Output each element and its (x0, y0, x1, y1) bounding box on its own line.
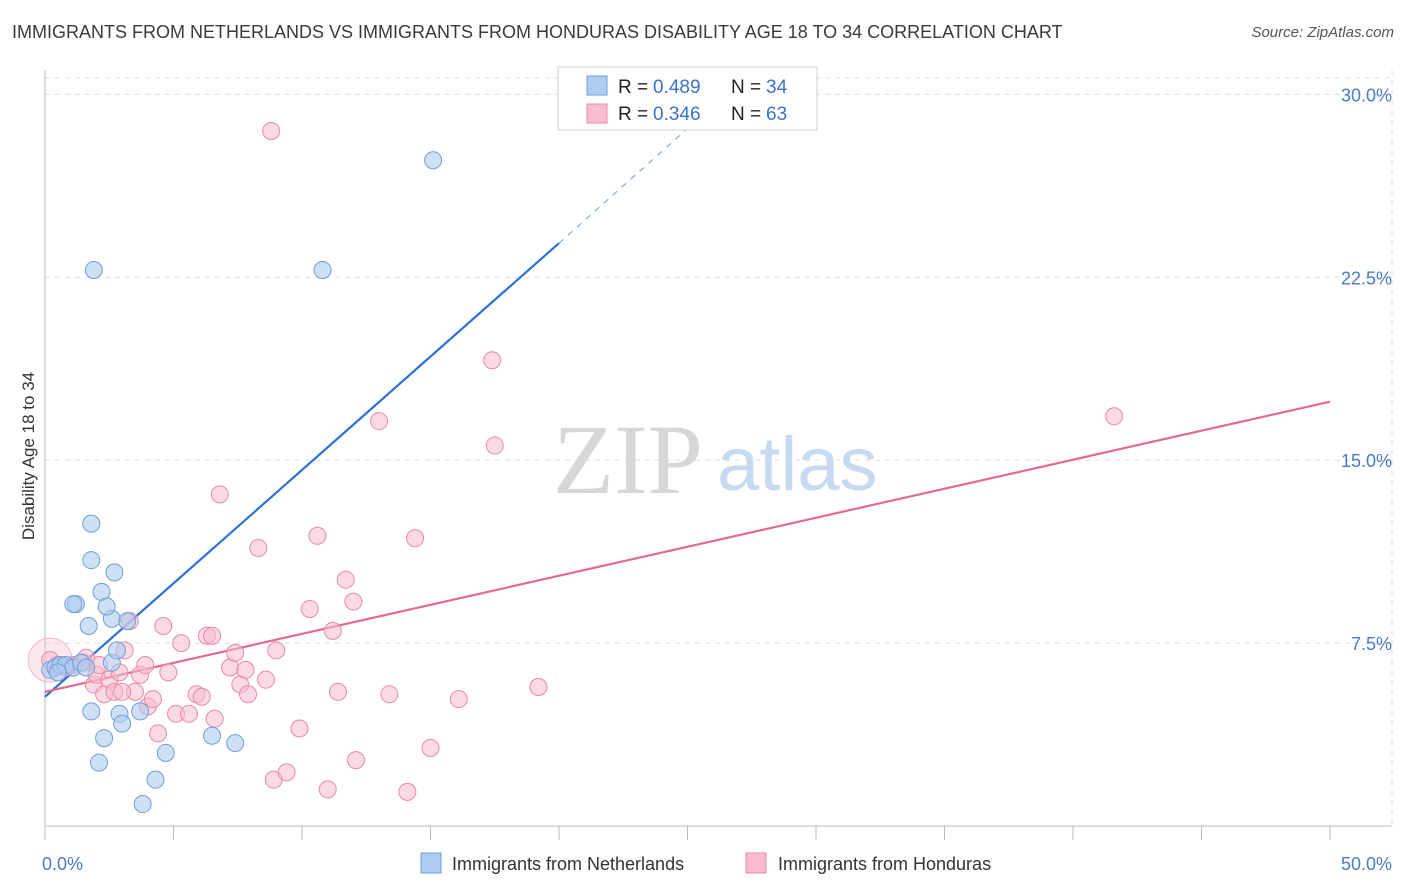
point-netherlands-29 (156, 743, 175, 762)
point-honduras-49 (346, 751, 365, 770)
point-honduras-51 (380, 685, 399, 704)
point-honduras-54 (421, 738, 440, 757)
point-honduras-36 (249, 538, 268, 557)
series-legend: Immigrants from Netherlands Immigrants f… (420, 852, 991, 874)
watermark-atlas: atlas (717, 422, 878, 507)
bottom-legend-honduras: Immigrants from Honduras (778, 854, 991, 874)
point-honduras-21 (159, 663, 178, 682)
point-netherlands-10 (79, 617, 98, 636)
y-axis-label: Disability Age 18 to 34 (19, 372, 38, 540)
legend-r-label-honduras: R = (618, 104, 648, 125)
point-netherlands-19 (105, 563, 124, 582)
legend-r-label-netherlands: R = (618, 77, 648, 98)
point-netherlands-20 (107, 641, 126, 660)
point-netherlands-22 (113, 714, 132, 733)
point-honduras-40 (277, 763, 296, 782)
point-netherlands-32 (313, 260, 332, 279)
legend-swatch-netherlands (586, 75, 608, 96)
point-netherlands-31 (226, 734, 245, 753)
bottom-legend-swatch-netherlands (420, 852, 442, 874)
point-netherlands-28 (133, 795, 152, 814)
point-honduras-39 (267, 641, 286, 660)
point-honduras-48 (344, 592, 363, 611)
bottom-legend-swatch-honduras (745, 852, 767, 874)
y-tick-label-2: 22.5% (1341, 268, 1392, 288)
x-tick-label-max: 50.0% (1341, 854, 1392, 874)
point-netherlands-11 (64, 595, 83, 614)
point-honduras-53 (406, 529, 425, 548)
legend-n-label-netherlands: N = (731, 77, 761, 98)
watermark: ZIP atlas (553, 404, 878, 515)
point-honduras-37 (257, 670, 276, 689)
legend-n-value-honduras: 63 (766, 104, 787, 125)
point-netherlands-25 (97, 597, 116, 616)
y-tick-label-1: 15.0% (1341, 451, 1392, 471)
point-honduras-52 (398, 782, 417, 801)
point-honduras-16 (136, 656, 155, 675)
point-honduras-56 (483, 351, 502, 370)
point-honduras-34 (236, 660, 255, 679)
point-honduras-50 (370, 412, 389, 431)
point-netherlands-8 (82, 702, 101, 721)
point-honduras-58 (529, 677, 548, 696)
x-tick-labels: 0.0% 50.0% (42, 854, 1392, 874)
point-honduras-23 (172, 634, 191, 653)
legend-r-value-honduras: 0.346 (653, 104, 701, 125)
point-honduras-41 (290, 719, 309, 738)
point-honduras-35 (239, 685, 258, 704)
point-honduras-20 (154, 617, 173, 636)
point-netherlands-26 (131, 702, 150, 721)
point-honduras-55 (449, 690, 468, 709)
chart-title: IMMIGRANTS FROM NETHERLANDS VS IMMIGRANT… (12, 22, 1063, 42)
point-honduras-47 (336, 570, 355, 589)
point-honduras-46 (328, 682, 347, 701)
point-honduras-61 (113, 682, 132, 701)
legend-n-value-netherlands: 34 (766, 77, 788, 98)
point-honduras-44 (318, 780, 337, 799)
point-honduras-32 (226, 643, 245, 662)
trend-line-netherlands-extension (558, 128, 688, 244)
point-honduras-30 (210, 485, 229, 504)
bottom-legend-netherlands: Immigrants from Netherlands (452, 854, 684, 874)
point-honduras-19 (149, 724, 168, 743)
point-honduras-57 (485, 436, 504, 455)
point-netherlands-24 (89, 753, 108, 772)
legend-n-label-honduras: N = (731, 104, 761, 125)
y-tick-labels: 7.5% 15.0% 22.5% 30.0% (1341, 85, 1392, 654)
point-honduras-45 (323, 621, 342, 640)
x-tick-label-min: 0.0% (42, 854, 83, 874)
y-tick-label-3: 30.0% (1341, 85, 1392, 105)
point-netherlands-7 (48, 663, 67, 682)
correlation-legend: R = 0.489 N = 34 R = 0.346 N = 63 (557, 66, 818, 131)
points-netherlands (41, 151, 443, 814)
point-netherlands-12 (82, 551, 101, 570)
axes (44, 70, 1392, 840)
point-honduras-43 (308, 526, 327, 545)
trend-line-honduras (44, 400, 1331, 693)
point-netherlands-23 (118, 612, 137, 631)
source-label: Source: ZipAtlas.com (1251, 24, 1394, 41)
point-netherlands-13 (82, 514, 101, 533)
point-netherlands-16 (95, 729, 114, 748)
point-honduras-42 (300, 599, 319, 618)
trend-line-netherlands (44, 242, 560, 698)
gridlines (45, 70, 1393, 826)
y-tick-label-0: 7.5% (1351, 634, 1392, 654)
legend-r-value-netherlands: 0.489 (653, 77, 701, 98)
point-honduras-28 (203, 626, 222, 645)
point-honduras-29 (205, 709, 224, 728)
point-netherlands-6 (77, 658, 96, 677)
point-netherlands-33 (424, 151, 443, 170)
point-honduras-59 (262, 121, 281, 140)
point-netherlands-30 (203, 726, 222, 745)
point-netherlands-27 (146, 770, 165, 789)
point-honduras-24 (179, 704, 198, 723)
point-honduras-60 (1105, 407, 1124, 426)
point-honduras-18 (143, 690, 162, 709)
watermark-zip: ZIP (553, 404, 703, 515)
legend-swatch-honduras (586, 103, 608, 124)
point-honduras-26 (192, 687, 211, 706)
point-netherlands-14 (84, 260, 103, 279)
